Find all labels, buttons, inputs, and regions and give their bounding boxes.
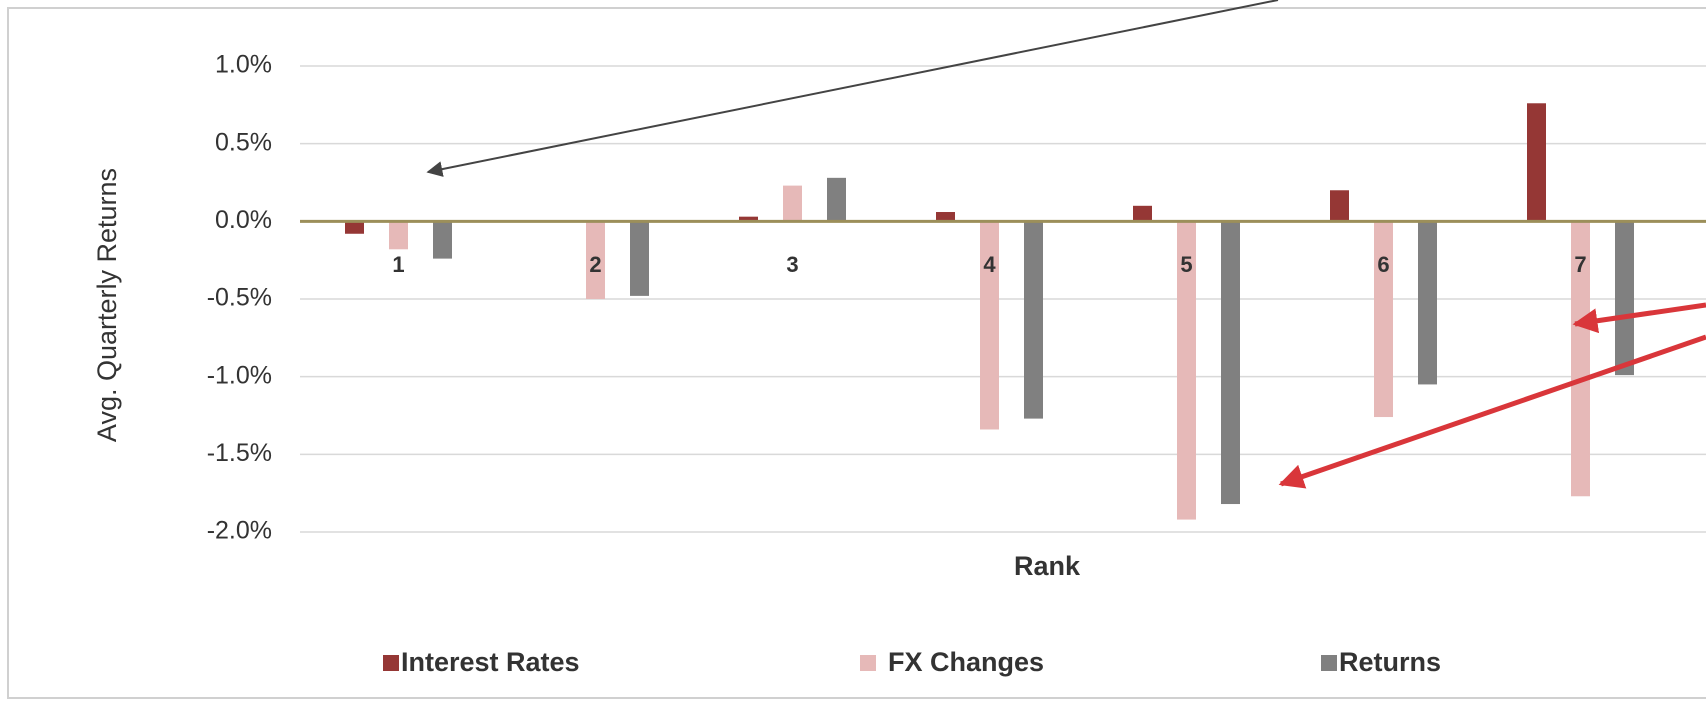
y-tick-label: 0.0% xyxy=(215,206,272,234)
bar xyxy=(827,177,846,222)
bar xyxy=(586,221,605,299)
bar xyxy=(1571,221,1590,497)
y-tick-label: 1.0% xyxy=(215,51,272,79)
legend-label: Interest Rates xyxy=(401,647,580,677)
bar xyxy=(1221,221,1240,505)
y-tick-label: 0.5% xyxy=(215,128,272,156)
arrow xyxy=(1572,302,1706,334)
bar xyxy=(783,185,802,222)
legend-swatch xyxy=(860,655,876,671)
bar xyxy=(1615,221,1634,376)
bar xyxy=(1177,221,1196,520)
bar xyxy=(1330,190,1349,222)
y-tick-label: -1.0% xyxy=(207,361,272,389)
y-tick-label: -2.0% xyxy=(207,517,272,545)
x-tick-label: 1 xyxy=(392,252,404,277)
bar xyxy=(936,212,955,222)
x-tick-label: 6 xyxy=(1377,252,1389,277)
bar xyxy=(1374,221,1393,418)
bar xyxy=(1527,103,1546,222)
bar xyxy=(630,221,649,296)
annotation-arrows xyxy=(426,0,1706,489)
legend-label: FX Changes xyxy=(888,647,1044,677)
legend-swatch xyxy=(383,655,399,671)
bar xyxy=(1024,221,1043,419)
legend-swatch xyxy=(1321,655,1337,671)
bar xyxy=(1133,205,1152,222)
bar xyxy=(389,221,408,250)
arrow xyxy=(1278,334,1706,489)
x-tick-label: 4 xyxy=(983,252,996,277)
legend-label: Returns xyxy=(1339,647,1441,677)
bar xyxy=(345,221,364,234)
bar xyxy=(1418,221,1437,385)
chart-border xyxy=(7,7,1706,699)
y-axis-title: Avg. Quarterly Returns xyxy=(92,168,122,442)
x-axis-title: Rank xyxy=(1014,551,1081,581)
x-tick-label: 3 xyxy=(786,252,798,277)
plot-area: 1.0% 0.5% 0.0% -0.5% -1.0% -1.5% -2.0% 1 2 3 4 5 6 7 xyxy=(207,51,1706,545)
x-tick-label: 5 xyxy=(1180,252,1192,277)
y-tick-label: -0.5% xyxy=(207,284,272,312)
arrow xyxy=(426,0,1279,177)
x-tick-label: 2 xyxy=(589,252,601,277)
bar xyxy=(739,216,758,222)
x-tick-label: 7 xyxy=(1574,252,1586,277)
y-tick-label: -1.5% xyxy=(207,439,272,467)
bar xyxy=(980,221,999,430)
bar xyxy=(433,221,452,259)
